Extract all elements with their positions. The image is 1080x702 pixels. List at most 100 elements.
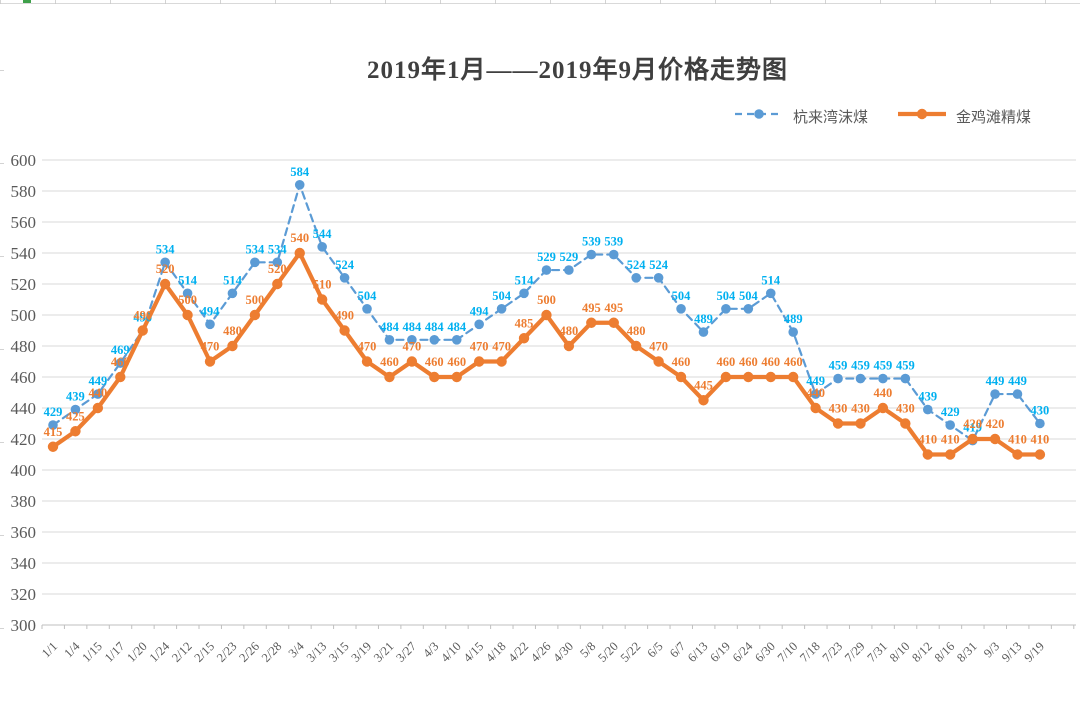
data-point-label: 460	[784, 355, 803, 369]
data-point-label: 485	[515, 316, 534, 330]
data-point-marker	[250, 257, 260, 268]
x-axis-tick-label: 8/10	[887, 639, 913, 665]
solid-line-marker-icon	[896, 107, 948, 126]
x-axis-tick-label: 2/12	[169, 639, 195, 665]
data-point-marker	[631, 273, 641, 283]
data-point-marker	[1035, 418, 1045, 429]
x-axis-tick-label: 4/3	[420, 639, 441, 660]
x-axis-tick-label: 1/4	[61, 639, 83, 661]
legend-item-jinjitan: 金鸡滩精煤	[896, 106, 1031, 127]
data-point-label: 459	[896, 359, 915, 373]
data-point-marker	[586, 249, 597, 260]
data-point-marker	[608, 249, 619, 260]
data-point-label: 504	[358, 289, 378, 303]
data-point-label: 534	[268, 242, 288, 256]
data-point-label: 460	[672, 355, 691, 369]
data-point-label: 489	[694, 312, 713, 326]
data-point-label: 529	[537, 250, 556, 264]
data-point-label: 514	[178, 273, 198, 287]
data-point-label: 429	[941, 405, 960, 419]
data-point-label: 489	[784, 312, 803, 326]
data-point-label: 524	[649, 258, 669, 272]
data-point-marker	[541, 309, 552, 321]
data-point-label: 439	[66, 390, 85, 404]
legend-label: 杭来湾沫煤	[793, 110, 869, 126]
data-point-label: 415	[44, 425, 63, 439]
data-point-label: 460	[111, 355, 130, 369]
data-point-marker	[362, 304, 372, 314]
data-point-label: 430	[1031, 404, 1050, 418]
data-point-marker	[429, 335, 440, 345]
data-point-label: 539	[582, 235, 601, 249]
data-point-label: 484	[403, 320, 423, 334]
data-point-marker	[855, 373, 866, 384]
data-point-marker	[586, 317, 597, 328]
data-point-marker	[48, 420, 58, 430]
data-point-label: 504	[717, 289, 737, 303]
data-point-marker	[676, 304, 686, 314]
data-point-marker	[384, 371, 395, 383]
data-point-label: 420	[986, 417, 1005, 431]
data-point-marker	[855, 418, 866, 429]
y-axis-tick-label: 560	[11, 213, 37, 232]
data-point-label: 504	[492, 289, 512, 303]
data-point-marker	[810, 389, 821, 399]
data-point-marker	[473, 356, 485, 367]
y-axis-tick-label: 380	[11, 492, 37, 511]
data-point-marker	[339, 325, 350, 336]
data-point-marker	[945, 449, 956, 460]
data-point-label: 520	[156, 262, 175, 276]
data-point-marker	[1034, 449, 1046, 460]
x-axis-tick-label: 7/23	[820, 639, 846, 665]
x-axis-tick-label: 6/7	[667, 639, 688, 660]
data-point-label: 514	[761, 273, 781, 287]
data-point-label: 510	[313, 278, 332, 292]
x-axis-tick-label: 8/12	[909, 639, 935, 665]
data-point-label: 460	[739, 355, 758, 369]
y-axis-tick-label: 540	[11, 244, 37, 263]
data-point-label: 539	[604, 235, 623, 249]
x-axis-tick-label: 2/23	[214, 639, 240, 665]
data-point-label: 460	[761, 355, 780, 369]
x-axis-tick-label: 4/18	[483, 639, 509, 665]
x-axis-tick-label: 7/31	[864, 639, 890, 665]
x-axis-tick-label: 1/1	[39, 639, 60, 660]
data-point-marker	[990, 389, 1000, 399]
data-point-marker	[70, 404, 81, 415]
data-point-marker	[945, 420, 955, 430]
data-point-marker	[810, 402, 821, 414]
data-point-label: 504	[672, 289, 692, 303]
data-point-marker	[833, 373, 843, 384]
data-point-label: 470	[492, 340, 511, 354]
y-axis-tick-label: 460	[11, 368, 37, 387]
x-axis-tick-label: 6/5	[645, 639, 666, 660]
data-point-label: 460	[380, 355, 399, 369]
data-point-marker	[922, 449, 933, 460]
data-point-label: 514	[223, 273, 243, 287]
data-point-marker	[272, 278, 283, 290]
data-point-marker	[115, 358, 126, 368]
data-point-marker	[630, 340, 642, 352]
data-point-marker	[204, 356, 216, 367]
data-point-label: 494	[470, 304, 490, 318]
y-axis-tick-label: 300	[11, 616, 37, 635]
x-axis-tick-label: 3/27	[393, 639, 419, 665]
data-point-marker	[272, 257, 283, 268]
chart-legend: 杭来湾沫煤 金鸡滩精煤	[733, 106, 1031, 127]
chart-title: 2019年1月——2019年9月价格走势图	[366, 57, 788, 84]
data-point-marker	[608, 317, 619, 328]
x-axis-tick-label: 3/21	[371, 639, 397, 665]
x-axis-tick-label: 8/16	[932, 639, 958, 665]
data-point-label: 534	[156, 242, 176, 256]
data-point-marker	[407, 335, 417, 345]
data-point-marker	[765, 371, 776, 383]
data-point-label: 500	[245, 293, 264, 307]
data-point-marker	[474, 319, 484, 330]
data-point-marker	[519, 288, 529, 299]
data-point-marker	[361, 356, 373, 367]
data-point-label: 534	[245, 242, 265, 256]
data-point-label: 504	[739, 289, 759, 303]
data-point-label: 495	[582, 301, 601, 315]
data-point-label: 470	[649, 340, 668, 354]
